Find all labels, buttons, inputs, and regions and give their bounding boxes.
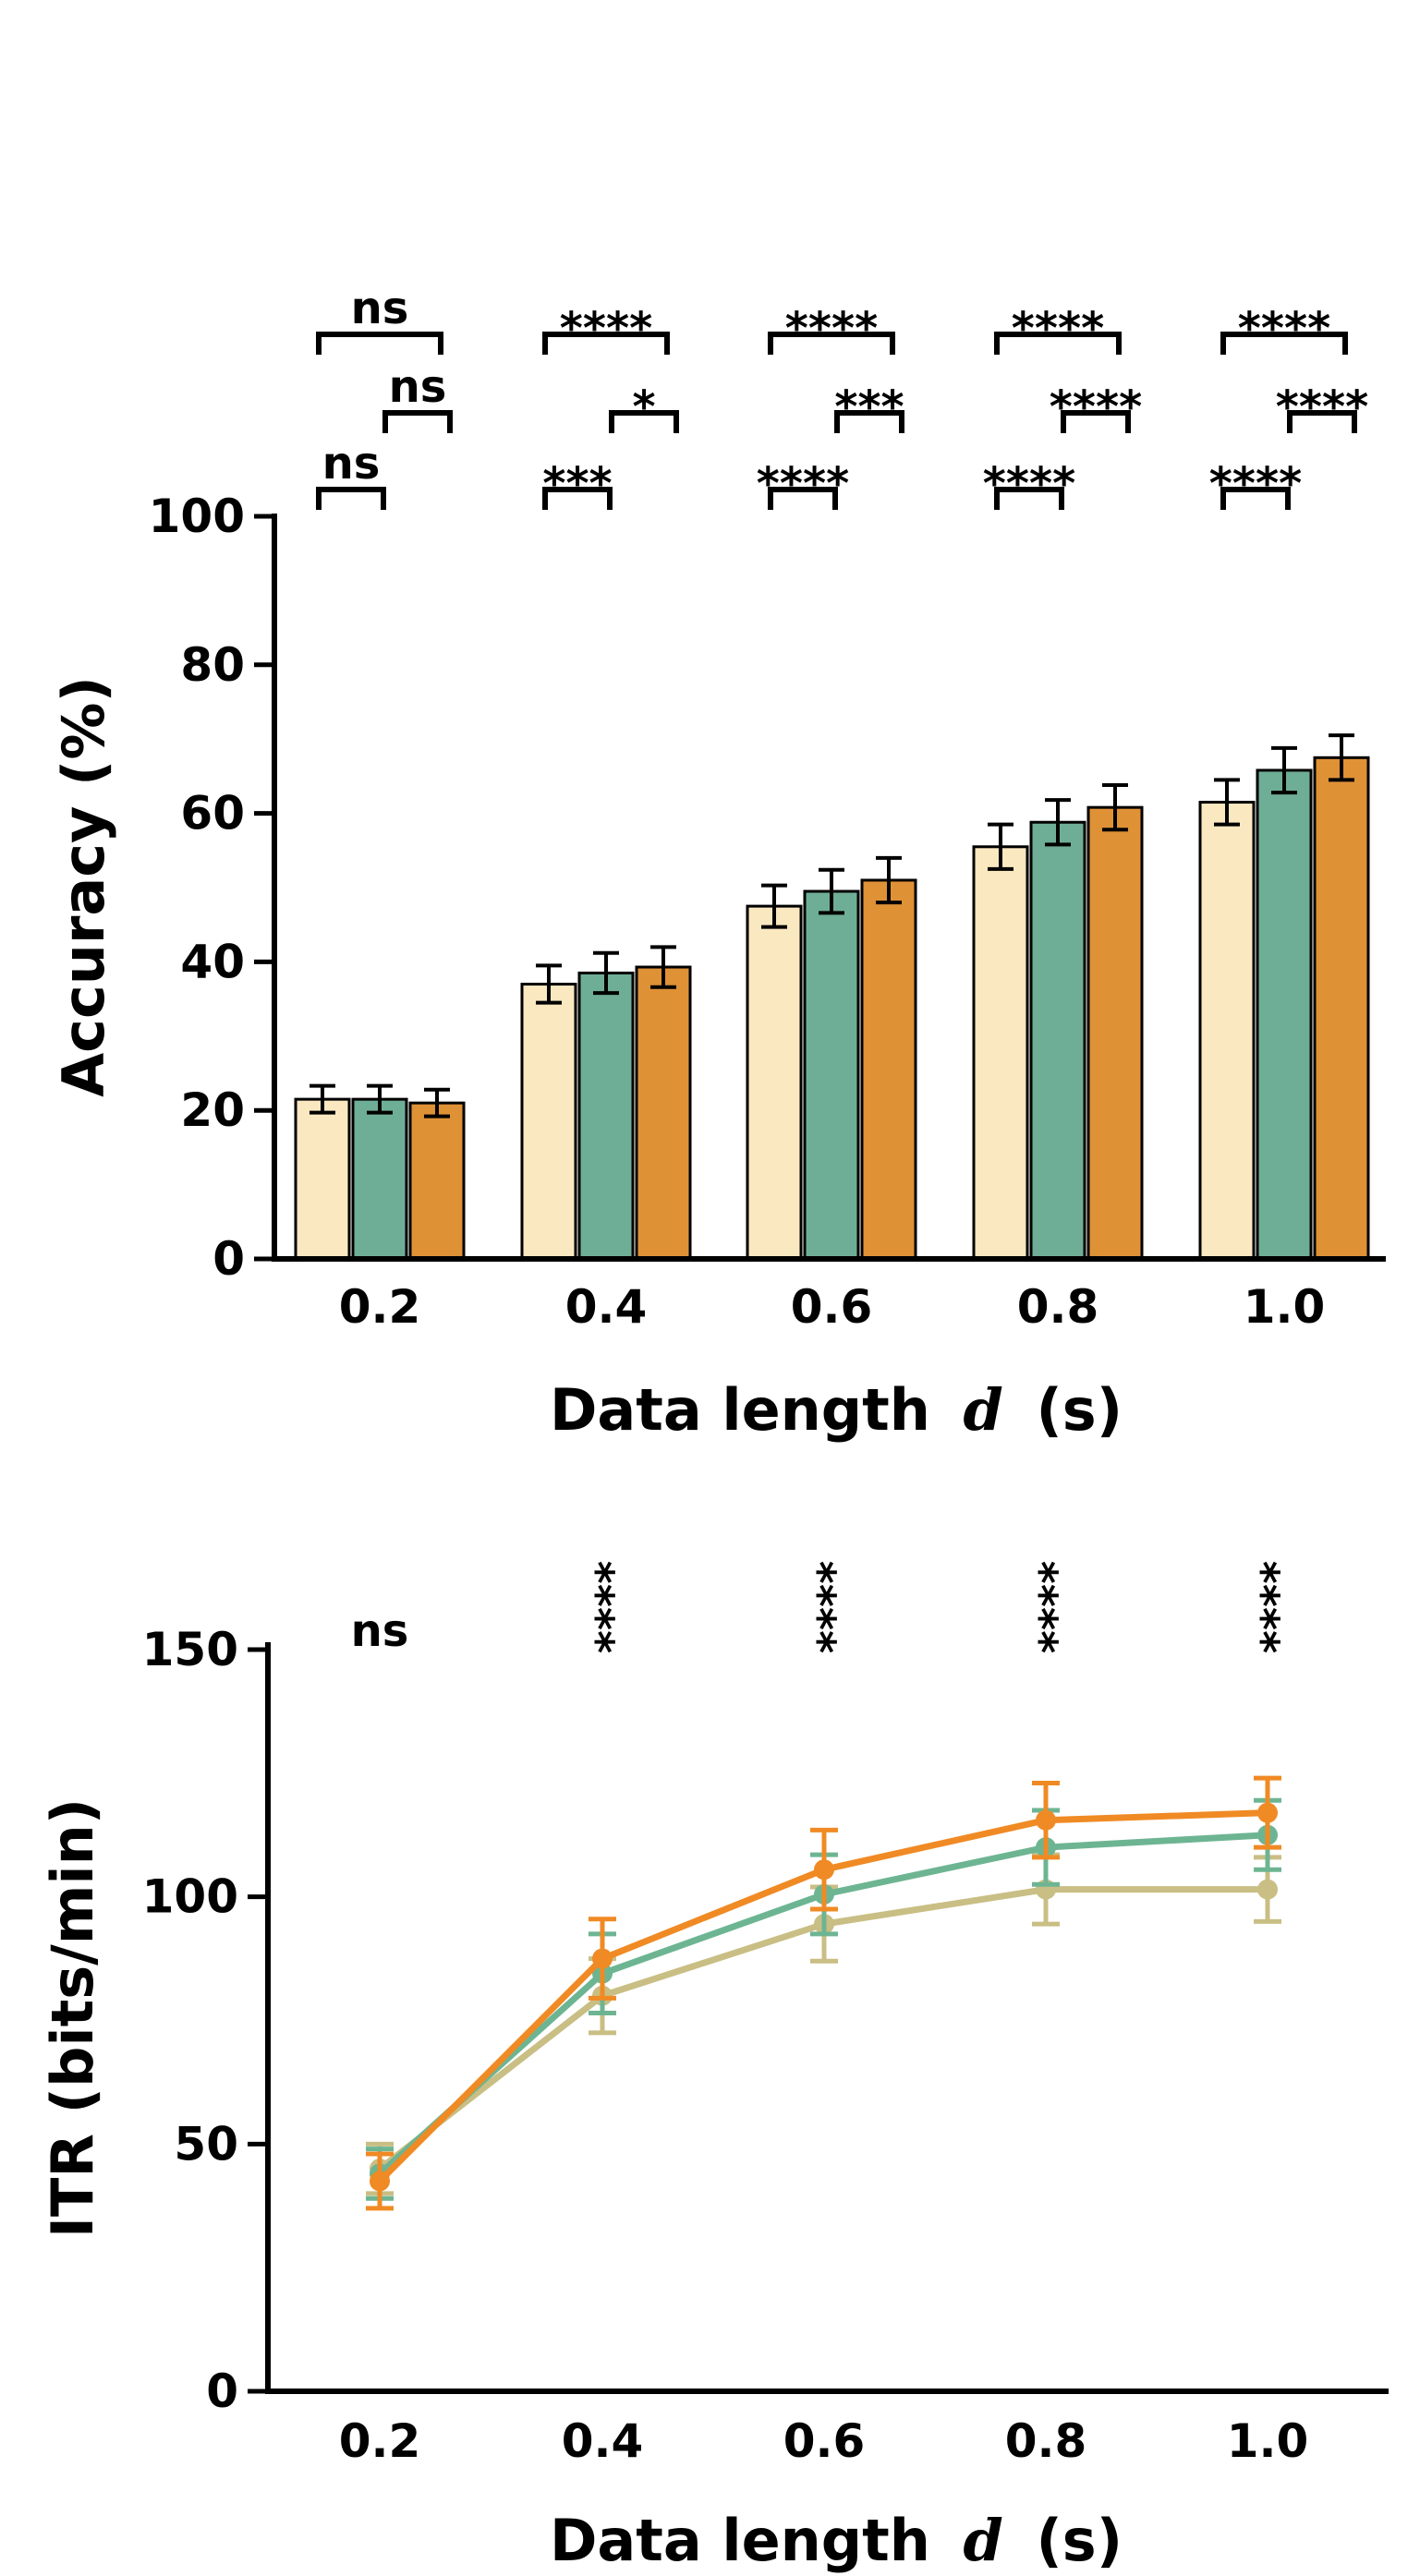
itr-y-tick-label: 50 (174, 2117, 238, 2171)
accuracy-bar (520, 983, 577, 1261)
itr-x-tick-label: 0.4 (562, 2414, 644, 2468)
x-axis-title-unit: (s) (1036, 1376, 1123, 1444)
accuracy-y-tick-label: 80 (180, 638, 245, 692)
significance-bracket (768, 487, 838, 510)
significance-label: **** (785, 303, 878, 355)
significance-label: **** (1050, 381, 1142, 433)
accuracy-x-axis-title: Data length d (s) (550, 1376, 1123, 1444)
significance-label: **** (571, 1561, 623, 1653)
itr-x-tick-label: 0.8 (1005, 2414, 1087, 2468)
itr-y-tick-label: 100 (142, 1870, 238, 1924)
accuracy-y-ticks: 0 20 40 60 80 100 (149, 490, 274, 1286)
accuracy-bar-chart: nsnsns**********************************… (50, 283, 1386, 1444)
accuracy-y-tick-label: 40 (180, 935, 245, 988)
accuracy-bar (746, 904, 803, 1261)
significance-label: ns (322, 438, 381, 490)
accuracy-x-tick-label: 0.8 (1017, 1280, 1099, 1334)
significance-bracket (382, 410, 453, 433)
significance-label: * (632, 381, 655, 433)
itr-y-axis-title: ITR (bits/min) (39, 1798, 106, 2238)
x-axis-title-unit: (s) (1036, 2507, 1123, 2574)
itr-y-tick-label: 0 (206, 2364, 238, 2418)
accuracy-y-tick-label: 100 (149, 490, 245, 543)
accuracy-bar (803, 889, 860, 1261)
significance-label: ns (351, 283, 409, 334)
itr-lines (366, 1775, 1281, 2211)
significance-label: *** (542, 458, 612, 510)
accuracy-bar (635, 965, 692, 1261)
accuracy-bar (860, 878, 917, 1261)
significance-label: **** (983, 458, 1075, 510)
significance-bracket (994, 332, 1122, 355)
significance-bracket (316, 332, 443, 355)
itr-x-axis-title: Data length d (s) (550, 2507, 1123, 2574)
accuracy-bar (1313, 756, 1370, 1261)
itr-x-tick-label: 0.2 (339, 2414, 421, 2468)
significance-label: **** (1014, 1561, 1066, 1653)
significance-label: *** (834, 381, 904, 433)
accuracy-error-bars (309, 733, 1354, 1119)
accuracy-x-tick-label: 1.0 (1244, 1280, 1326, 1334)
significance-bracket (542, 487, 613, 510)
significance-label: **** (1238, 303, 1330, 355)
accuracy-x-ticks: 0.2 0.4 0.6 0.8 1.0 (339, 1280, 1326, 1334)
itr-data-point (592, 1948, 613, 1969)
accuracy-bars (294, 756, 1370, 1261)
accuracy-bar (1198, 801, 1256, 1261)
x-axis-title-variable: d (964, 2507, 1003, 2574)
accuracy-bar (972, 845, 1029, 1261)
significance-label: ns (389, 361, 447, 413)
significance-label: **** (793, 1561, 844, 1653)
itr-x-ticks: 0.2 0.4 0.6 0.8 1.0 (339, 2414, 1309, 2468)
significance-bracket (1220, 332, 1348, 355)
accuracy-bar (1086, 805, 1144, 1261)
itr-data-point (1036, 1809, 1056, 1831)
significance-label: **** (1236, 1561, 1288, 1653)
itr-data-point (1257, 1879, 1278, 1900)
significance-bracket (1220, 487, 1291, 510)
x-axis-title-variable: d (964, 1376, 1003, 1444)
itr-y-tick-label: 150 (142, 1623, 238, 1676)
significance-bracket (768, 332, 895, 355)
itr-x-tick-label: 0.6 (783, 2414, 866, 2468)
significance-bracket (609, 410, 679, 433)
accuracy-x-tick-label: 0.4 (565, 1280, 648, 1334)
itr-data-point (370, 2171, 390, 2192)
significance-bracket (834, 410, 904, 433)
accuracy-x-tick-label: 0.6 (791, 1280, 873, 1334)
accuracy-y-tick-label: 20 (180, 1083, 245, 1137)
significance-label: **** (1012, 303, 1104, 355)
accuracy-bar (408, 1101, 466, 1261)
accuracy-bar (1256, 768, 1313, 1261)
accuracy-y-tick-label: 60 (180, 787, 245, 841)
itr-y-ticks: 0 50 100 150 (142, 1623, 268, 2418)
significance-label: **** (560, 303, 652, 355)
accuracy-bar (1029, 820, 1086, 1261)
significance-label: **** (1209, 458, 1302, 510)
accuracy-bar (351, 1097, 408, 1261)
significance-bracket (1287, 410, 1357, 433)
itr-significance-annotations: ns **** **** **** **** (351, 1561, 1288, 1657)
x-axis-title-text: Data length (550, 1376, 930, 1444)
accuracy-bar (294, 1097, 351, 1261)
significance-bracket (542, 332, 670, 355)
accuracy-bar (577, 971, 635, 1261)
x-axis-title-text: Data length (550, 2507, 930, 2574)
itr-data-point (1257, 1802, 1278, 1823)
itr-x-tick-label: 1.0 (1227, 2414, 1309, 2468)
accuracy-y-tick-label: 0 (212, 1232, 245, 1286)
significance-label: **** (1276, 381, 1368, 433)
significance-label: **** (757, 458, 849, 510)
accuracy-y-axis-title: Accuracy (%) (50, 676, 117, 1097)
significance-bracket (316, 487, 386, 510)
significance-label: ns (351, 1605, 409, 1657)
significance-bracket (994, 487, 1064, 510)
significance-bracket (1061, 410, 1131, 433)
accuracy-x-tick-label: 0.2 (339, 1280, 421, 1334)
itr-data-point (814, 1859, 834, 1881)
accuracy-significance-annotations: nsnsns**********************************… (316, 283, 1368, 510)
